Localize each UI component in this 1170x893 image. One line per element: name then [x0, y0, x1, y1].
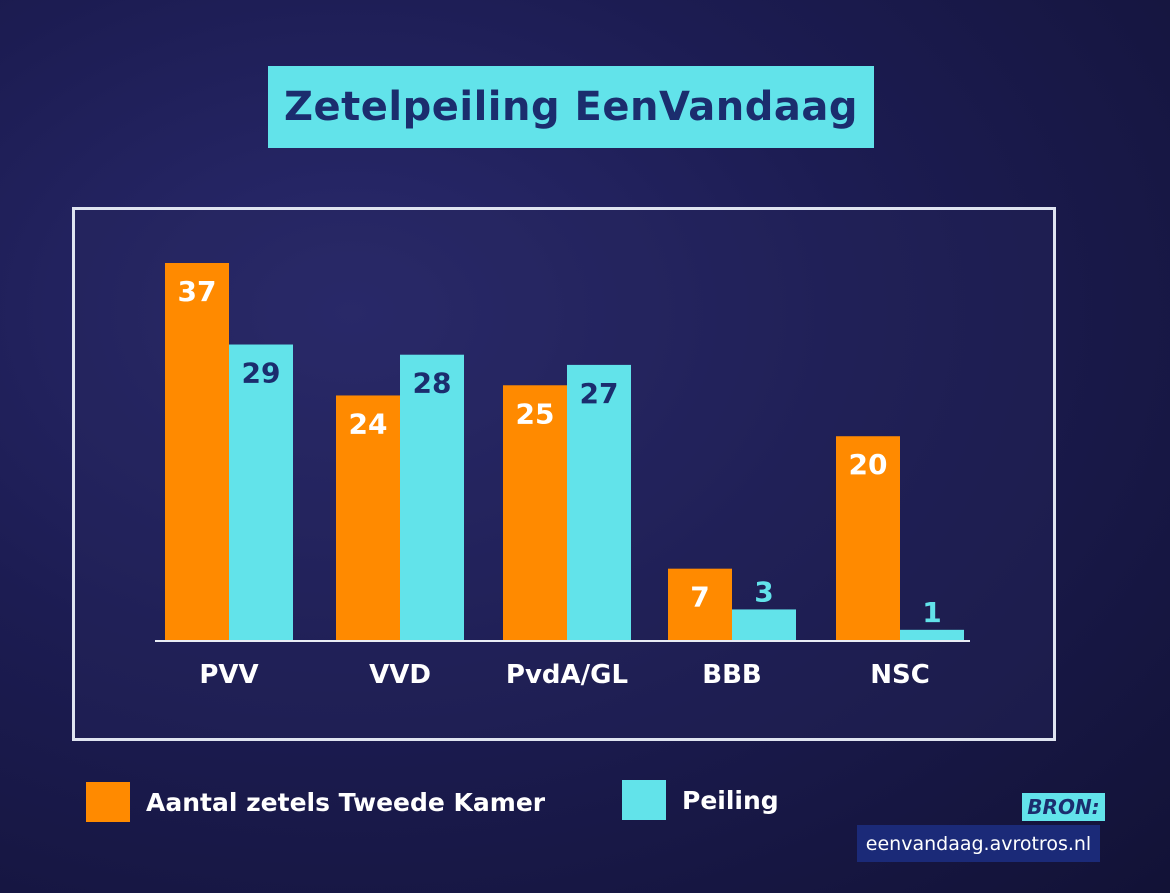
bar-poll-vvd [400, 354, 464, 640]
legend-label-seats: Aantal zetels Tweede Kamer [146, 787, 546, 817]
data-label-poll-pvv: 29 [242, 357, 281, 390]
data-label-poll-bbb: 3 [754, 575, 773, 608]
bar-seats-pvda-gl [503, 385, 567, 640]
category-label-bbb: BBB [702, 660, 761, 690]
legend-swatch-poll [622, 780, 666, 820]
bar-seats-nsc [836, 436, 900, 640]
source-url: eenvandaag.avrotros.nl [857, 825, 1100, 862]
legend-item-seats: Aantal zetels Tweede Kamer [86, 782, 545, 822]
bar-poll-bbb [732, 609, 796, 640]
category-label-pvda-gl: PvdA/GL [506, 660, 628, 690]
data-label-poll-pvda-gl: 27 [580, 377, 619, 410]
legend-item-poll: Peiling [622, 780, 779, 820]
bar-poll-pvda-gl [567, 364, 631, 640]
chart-title-box: Zetelpeiling EenVandaag [268, 66, 874, 148]
bar-poll-pvv [229, 344, 293, 640]
bar-seats-pvv [165, 263, 229, 640]
bar-seats-vvd [336, 395, 400, 640]
category-label-pvv: PVV [199, 660, 258, 690]
category-label-vvd: VVD [369, 660, 431, 690]
category-label-nsc: NSC [870, 660, 930, 690]
source-label: BRON: [1022, 793, 1105, 821]
bar-seats-bbb [668, 568, 732, 640]
data-label-seats-nsc: 20 [849, 448, 888, 481]
legend-swatch-seats [86, 782, 130, 822]
data-label-seats-pvda-gl: 25 [516, 397, 555, 430]
legend-label-poll: Peiling [682, 785, 779, 815]
data-label-poll-vvd: 28 [413, 367, 452, 400]
data-label-seats-vvd: 24 [349, 407, 388, 440]
chart-title: Zetelpeiling EenVandaag [284, 84, 858, 130]
data-label-seats-pvv: 37 [178, 275, 217, 308]
data-label-poll-nsc: 1 [922, 596, 941, 629]
bar-poll-nsc [900, 629, 964, 640]
data-label-seats-bbb: 7 [690, 581, 709, 614]
